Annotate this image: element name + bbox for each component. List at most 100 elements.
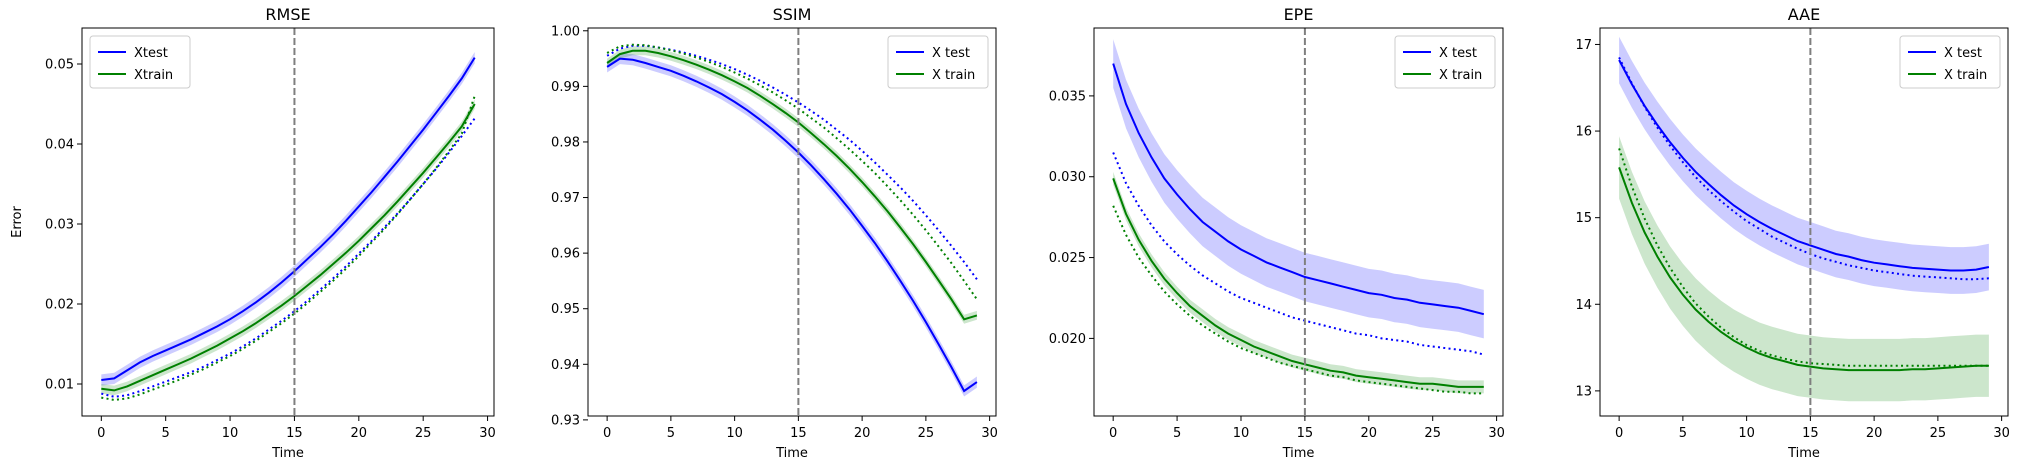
x-tick-label: 5 (1679, 426, 1687, 441)
y-tick-label: 0.96 (551, 247, 580, 262)
y-tick-label: 0.05 (45, 58, 74, 73)
x-tick-label: 30 (1993, 426, 2010, 441)
series-dotted-line-train (1112, 205, 1484, 395)
confidence-band-test (101, 52, 475, 386)
chart-panel-epe: 0 5 10 15 20 25 30 0.020 0.025 0.030 0.035 EPE Time X… (1049, 5, 1505, 461)
confidence-band-test (1113, 39, 1484, 339)
legend: Xtest Xtrain (89, 35, 191, 89)
y-tick-label: 0.02 (45, 298, 74, 313)
legend: X test X train (1899, 35, 2001, 89)
y-tick-label: 14 (1575, 298, 1592, 313)
y-tick-label: 0.020 (1049, 332, 1086, 347)
y-tick-label: 0.97 (551, 191, 580, 206)
legend-label-test: X test (932, 46, 970, 61)
chart-title: AAE (1788, 5, 1820, 24)
x-tick-label: 25 (918, 426, 935, 441)
legend-label-test: Xtest (134, 46, 168, 61)
y-tick-label: 0.04 (45, 138, 74, 153)
series-line-train (1618, 167, 1989, 372)
series-dotted-line-train (606, 43, 978, 300)
x-tick-label: 5 (667, 426, 675, 441)
series-line-train (1112, 178, 1484, 388)
legend-label-train: Xtrain (134, 68, 173, 83)
x-axis-label: Time (1282, 446, 1315, 461)
legend-label-test: X test (1439, 46, 1477, 61)
axes-frame (81, 27, 495, 417)
y-tick-label: 0.035 (1049, 89, 1086, 104)
series-line-test (101, 57, 476, 381)
chart-title: SSIM (773, 5, 812, 24)
x-tick-label: 0 (603, 426, 611, 441)
plot-area (1112, 39, 1485, 395)
x-tick-label: 20 (1866, 426, 1883, 441)
y-tick-label: 0.93 (551, 413, 580, 428)
x-axis-label: Time (775, 446, 808, 461)
series-line-test (1618, 59, 1990, 272)
chart-title: RMSE (265, 5, 310, 24)
y-tick-label: 15 (1575, 211, 1592, 226)
x-tick-label: 15 (286, 426, 303, 441)
legend-label-train: X train (1439, 68, 1482, 83)
axes-frame (1093, 27, 1504, 417)
x-tick-label: 30 (1488, 426, 1505, 441)
x-tick-label: 25 (1424, 426, 1441, 441)
axes-frame (587, 27, 997, 417)
series-dotted-line-test (1112, 152, 1485, 356)
y-tick-label: 0.030 (1049, 170, 1086, 185)
y-tick-label: 0.025 (1049, 251, 1086, 266)
series-dotted-line-train (1618, 148, 1989, 367)
y-tick-label: 16 (1575, 125, 1592, 140)
series-line-train (101, 103, 476, 392)
series-dotted-line-test (101, 117, 476, 398)
x-tick-label: 0 (1109, 426, 1117, 441)
y-axis-label: Error (10, 206, 25, 238)
y-tick-label: 0.94 (551, 358, 580, 373)
chart-panel-aae: 0 5 10 15 20 25 30 13 14 15 16 17 AAE Time X test X tra… (1575, 5, 2009, 461)
series-line-test (606, 57, 978, 393)
series-line-train (606, 49, 978, 321)
confidence-band-train (1619, 136, 1989, 402)
legend: X test X train (1394, 35, 1496, 89)
plot-area (1618, 36, 1990, 402)
legend-label-test: X test (1944, 46, 1982, 61)
x-axis-label: Time (271, 446, 304, 461)
x-tick-label: 20 (1361, 426, 1378, 441)
x-tick-label: 15 (1802, 426, 1819, 441)
y-tick-label: 17 (1575, 38, 1592, 53)
axes-frame (1599, 27, 2009, 417)
x-axis-label: Time (1787, 446, 1820, 461)
x-tick-label: 5 (1173, 426, 1181, 441)
legend-label-train: X train (1944, 68, 1987, 83)
series-dotted-line-train (101, 95, 476, 402)
y-tick-label: 0.95 (551, 302, 580, 317)
plot-area (101, 52, 476, 402)
y-tick-label: 0.03 (45, 218, 74, 233)
y-tick-label: 0.01 (45, 378, 74, 393)
x-tick-label: 15 (1297, 426, 1314, 441)
x-tick-label: 15 (790, 426, 807, 441)
chart-panel-ssim: 0 5 10 15 20 25 30 0.93 0.94 0.95 0.96 0.97 0.98 0.99… (551, 5, 998, 461)
x-tick-label: 10 (222, 426, 239, 441)
y-tick-label: 0.98 (551, 135, 580, 150)
y-tick-label: 13 (1575, 384, 1592, 399)
x-tick-label: 10 (1738, 426, 1755, 441)
x-tick-label: 10 (726, 426, 743, 441)
legend: X test X train (887, 35, 989, 89)
x-tick-label: 30 (479, 426, 496, 441)
x-tick-label: 30 (981, 426, 998, 441)
chart-panel-rmse: 0 5 10 15 20 25 30 0.01 0.02 0.03 0.04 0.05 RMSE Time… (10, 5, 496, 461)
x-tick-label: 5 (162, 426, 170, 441)
x-tick-label: 25 (1930, 426, 1947, 441)
y-tick-label: 0.99 (551, 80, 580, 95)
series-line-test (1112, 63, 1485, 316)
x-tick-label: 0 (1615, 426, 1623, 441)
y-tick-label: 1.00 (551, 24, 580, 39)
x-tick-label: 25 (415, 426, 432, 441)
x-tick-label: 20 (854, 426, 871, 441)
plot-area (606, 43, 978, 397)
x-tick-label: 20 (351, 426, 368, 441)
chart-title: EPE (1284, 5, 1314, 24)
x-tick-label: 0 (97, 426, 105, 441)
legend-label-train: X train (932, 68, 975, 83)
